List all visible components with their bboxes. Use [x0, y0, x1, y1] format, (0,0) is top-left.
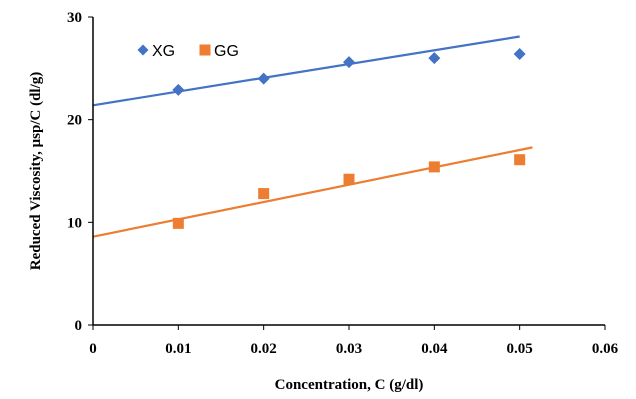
data-point-gg — [428, 161, 440, 173]
data-point-xg — [513, 47, 526, 60]
data-point-gg — [172, 217, 184, 229]
x-tick-label: 0.04 — [421, 341, 448, 357]
y-tick-label: 0 — [75, 318, 83, 334]
trendline-gg — [92, 146, 533, 238]
y-tick-label: 10 — [67, 215, 82, 231]
ticks: 0 0.01 0.02 0.03 0.04 0.05 0.06 0 10 20 30 — [67, 10, 619, 357]
x-tick-label: 0 — [89, 341, 97, 357]
plot-area — [92, 35, 533, 238]
x-tick-label: 0.05 — [507, 341, 533, 357]
legend-marker-gg — [199, 44, 211, 56]
x-tick-label: 0.06 — [592, 341, 619, 357]
data-point-xg — [428, 52, 441, 65]
x-tick-label: 0.02 — [251, 341, 277, 357]
trendline-xg — [92, 35, 520, 107]
data-point-gg — [258, 188, 270, 200]
data-point-gg — [514, 154, 526, 166]
data-marks — [172, 47, 526, 229]
data-point-xg — [257, 72, 270, 85]
data-point-gg — [343, 173, 355, 185]
legend-label-gg: GG — [214, 43, 239, 60]
legend-label-xg: XG — [152, 43, 175, 60]
x-tick-label: 0.03 — [336, 341, 362, 357]
x-tick-label: 0.01 — [165, 341, 191, 357]
y-axis-title: Reduced Viscosity, μsp/C (dl/g) — [28, 72, 44, 271]
y-tick-label: 30 — [67, 10, 82, 26]
data-point-xg — [172, 83, 185, 96]
y-tick-label: 20 — [67, 113, 82, 129]
data-point-xg — [343, 56, 355, 69]
x-axis-title: Concentration, C (g/dl) — [275, 377, 424, 393]
legend: XG GG — [137, 43, 239, 60]
legend-marker-xg — [137, 44, 149, 56]
